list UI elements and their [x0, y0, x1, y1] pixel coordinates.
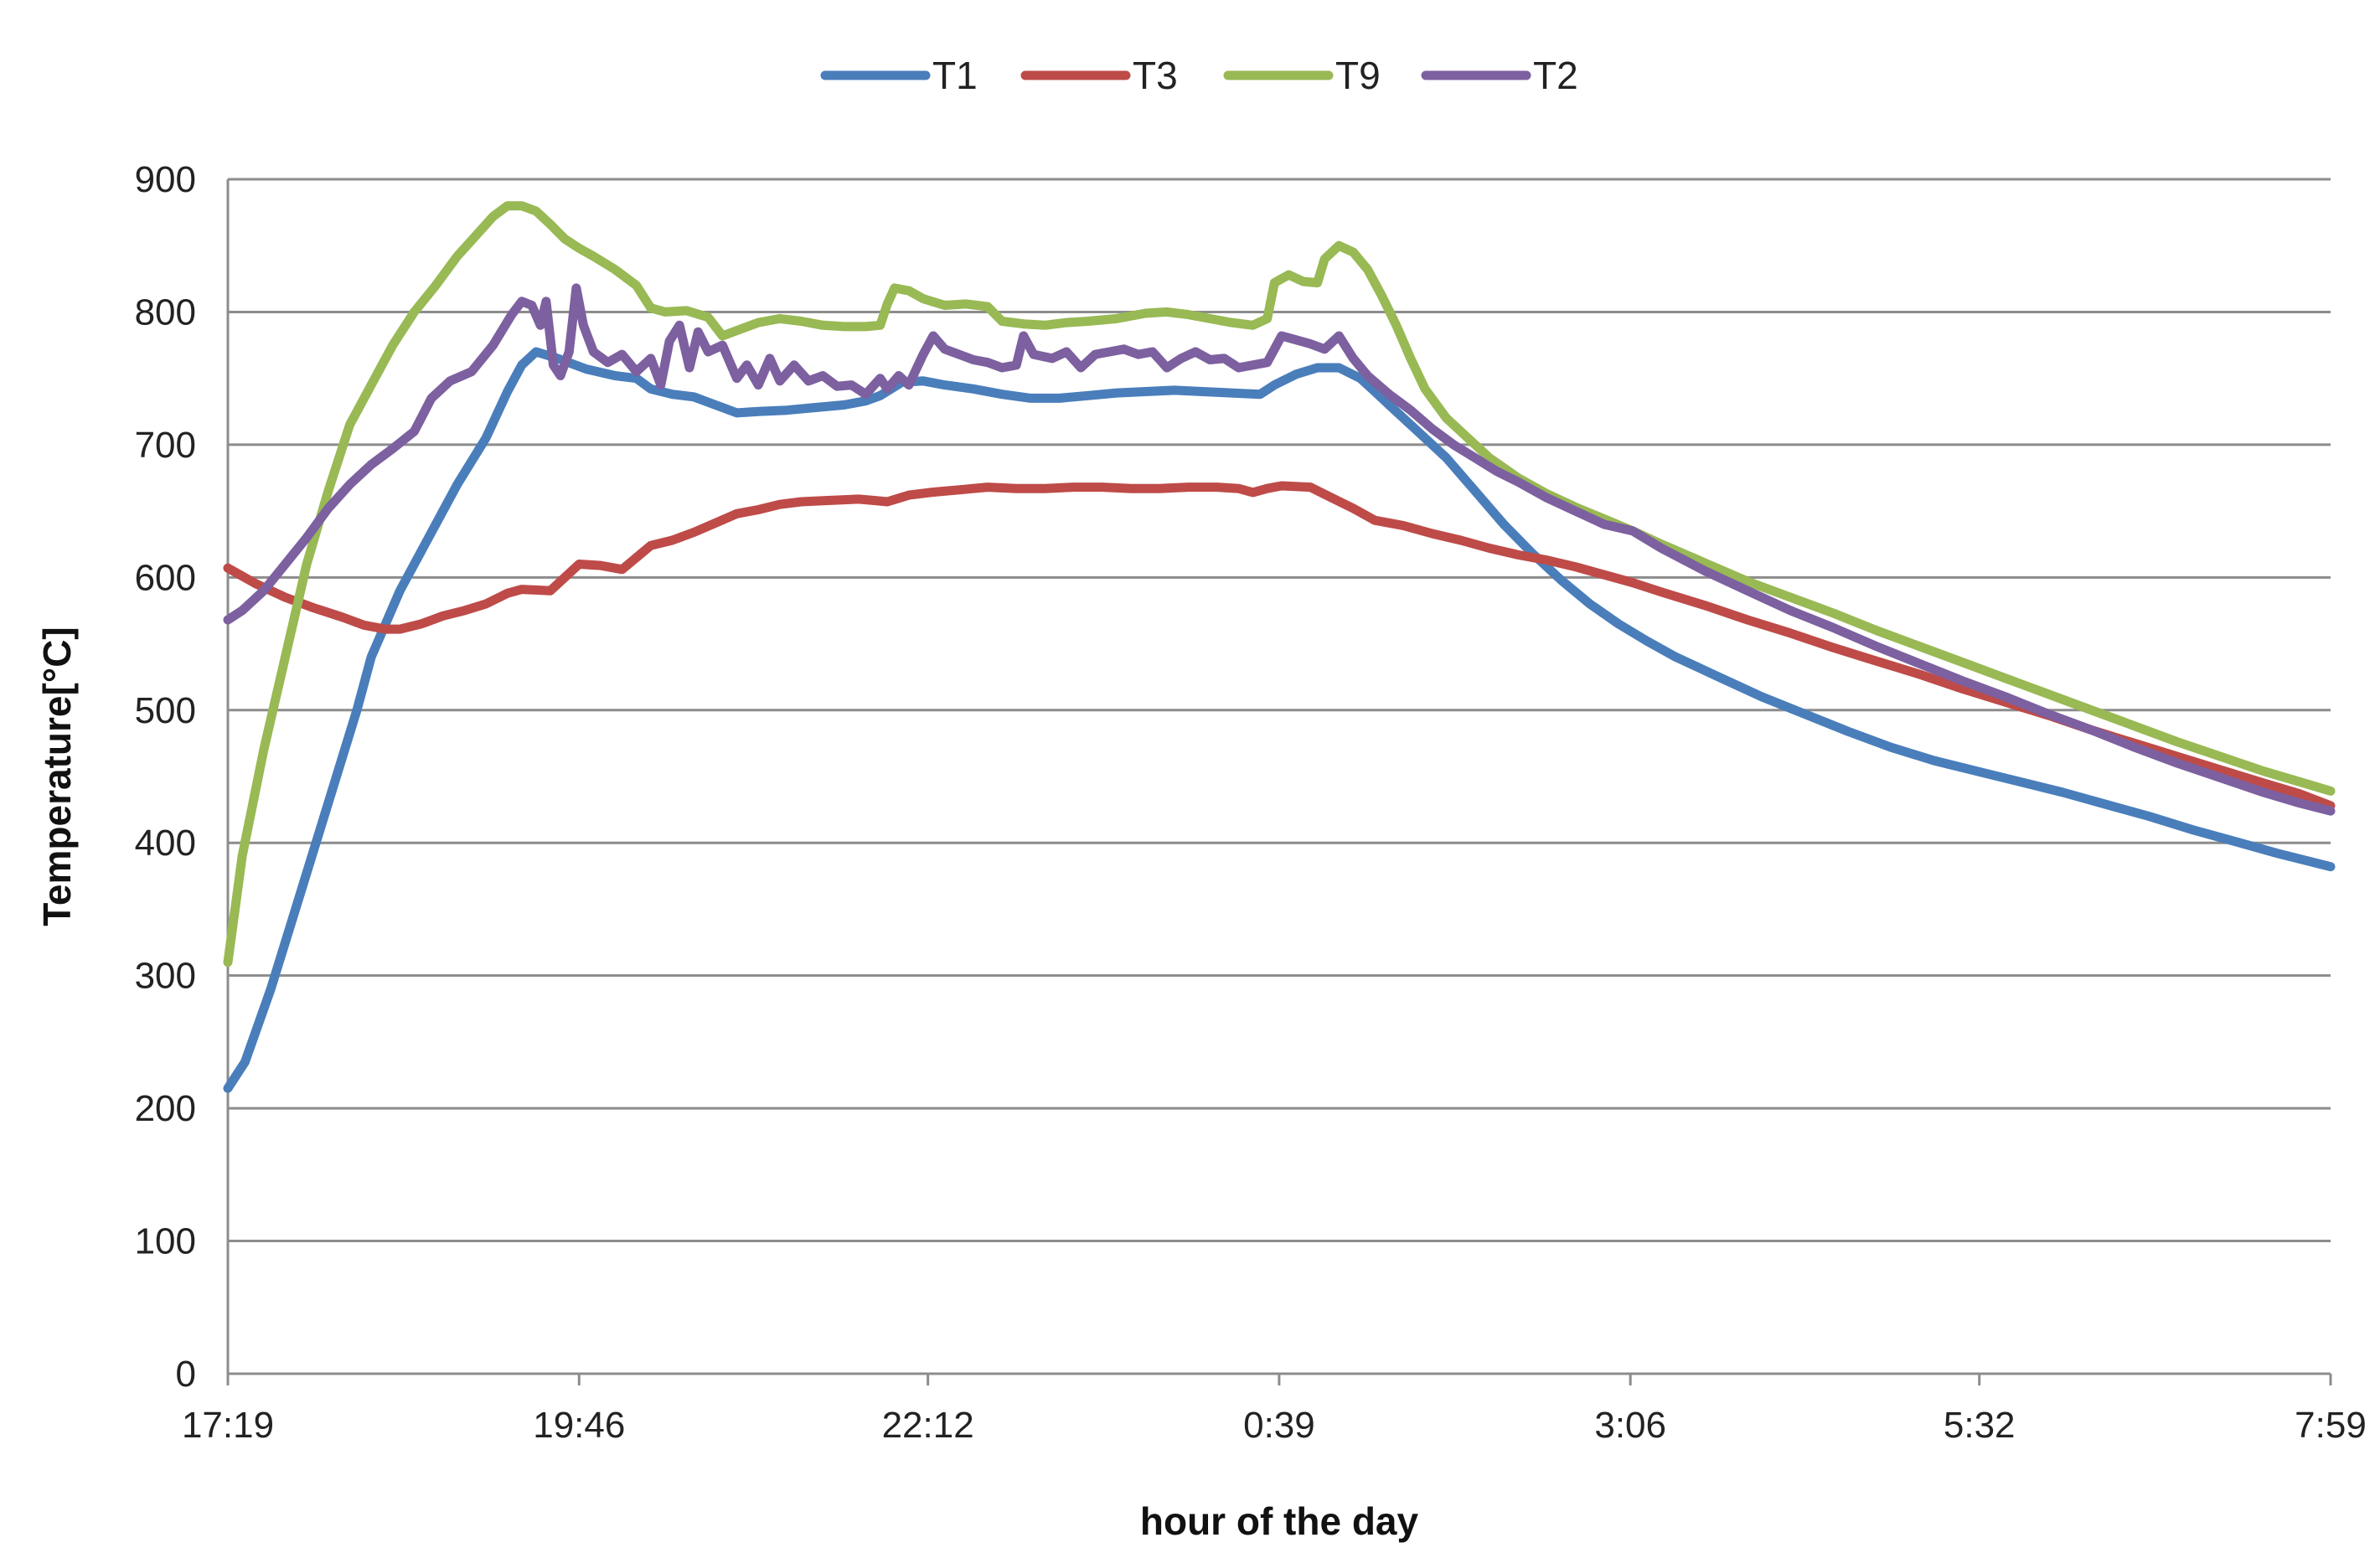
y-tick-label: 500	[135, 690, 196, 731]
x-axis-title: hour of the day	[1140, 1499, 1419, 1543]
series-lines	[223, 201, 2336, 1093]
y-tick-label: 700	[135, 425, 196, 466]
series-line-t1	[223, 347, 2336, 1093]
x-tick-label: 22:12	[882, 1405, 974, 1446]
legend: T1 T3 T9 T2	[820, 54, 1578, 97]
y-tick-labels: 0 100 200 300 400 500 600 700 800 900	[135, 159, 196, 1395]
legend-label-t1: T1	[932, 54, 978, 97]
y-tick-label: 100	[135, 1221, 196, 1262]
y-tick-label: 400	[135, 823, 196, 864]
gridlines	[228, 178, 2331, 1243]
x-tick-label: 3:06	[1594, 1405, 1666, 1446]
x-tick-labels: 17:19 19:46 22:12 0:39 3:06 5:32 7:59	[182, 1405, 2367, 1446]
y-tick-label: 600	[135, 557, 196, 598]
x-tick-label: 0:39	[1243, 1405, 1315, 1446]
y-tick-label: 200	[135, 1088, 196, 1129]
y-axis-title: Temperature[°C]	[35, 627, 79, 926]
legend-label-t2: T2	[1533, 54, 1578, 97]
axes	[226, 179, 2332, 1385]
legend-label-t3: T3	[1133, 54, 1178, 97]
x-tick-label: 7:59	[2295, 1405, 2367, 1446]
series-line-t2	[223, 283, 2336, 816]
y-tick-label: 900	[135, 159, 196, 200]
x-tick-label: 5:32	[1944, 1405, 2016, 1446]
x-tick-label: 17:19	[182, 1405, 274, 1446]
y-tick-label: 300	[135, 956, 196, 997]
series-line-t9	[223, 201, 2336, 967]
legend-label-t9: T9	[1335, 54, 1381, 97]
y-tick-label: 800	[135, 291, 196, 333]
series-line-t3	[223, 481, 2336, 811]
y-tick-label: 0	[176, 1354, 196, 1395]
x-tick-label: 19:46	[533, 1405, 625, 1446]
